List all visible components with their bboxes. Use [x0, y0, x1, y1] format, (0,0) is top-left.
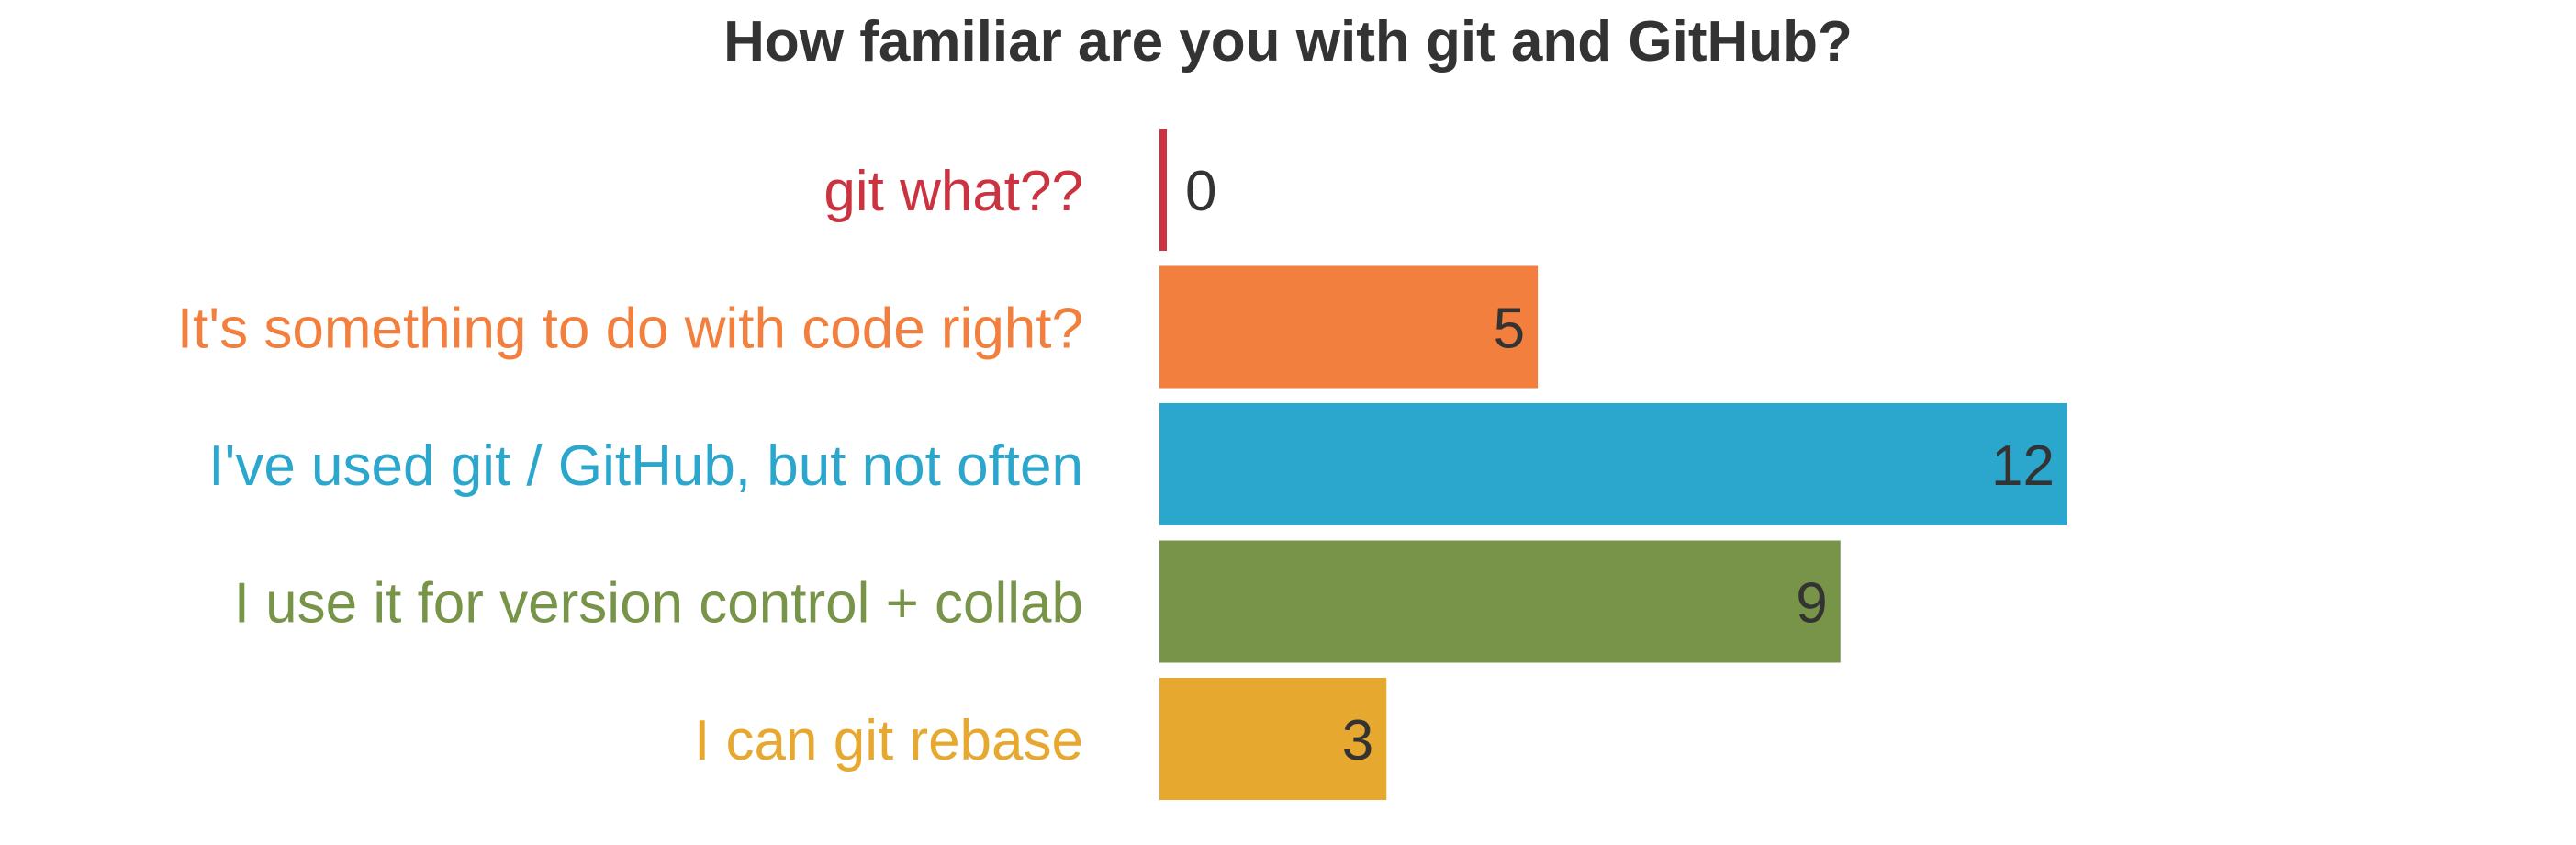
- chart-title: How familiar are you with git and GitHub…: [723, 10, 1853, 73]
- value-label-4: 9: [1796, 571, 1827, 635]
- bar-4: [1159, 540, 1841, 663]
- value-label-2: 5: [1494, 297, 1525, 360]
- bar-3: [1159, 403, 2067, 525]
- bar-1: [1159, 129, 1167, 251]
- category-label-2: It's something to do with code right?: [177, 297, 1083, 360]
- value-label-1: 0: [1185, 160, 1216, 223]
- bar-5: [1159, 678, 1387, 800]
- value-labels: 0 5 12 9 3: [1185, 160, 2055, 772]
- category-labels: git what?? It's something to do with code…: [177, 160, 1083, 772]
- category-label-5: I can git rebase: [694, 709, 1083, 772]
- bar-2: [1159, 265, 1539, 389]
- category-label-4: I use it for version control + collab: [234, 571, 1083, 635]
- category-label-3: I've used git / GitHub, but not often: [208, 434, 1083, 498]
- value-label-5: 3: [1342, 709, 1373, 772]
- bars-layer: [1159, 129, 2067, 800]
- category-label-1: git what??: [823, 160, 1083, 223]
- value-label-3: 12: [1991, 434, 2055, 498]
